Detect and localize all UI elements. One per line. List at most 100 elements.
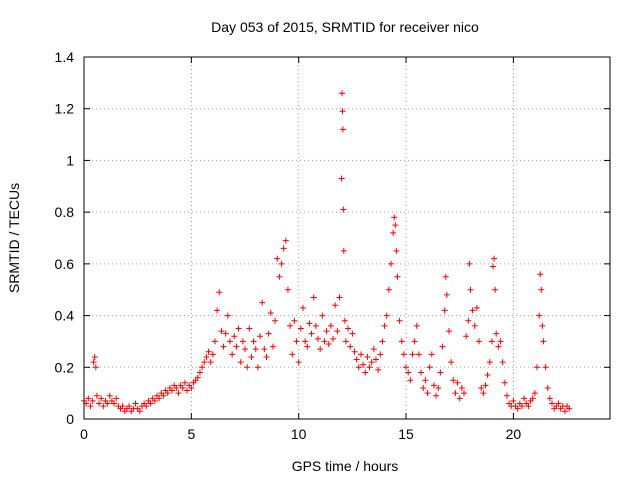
data-point-marker xyxy=(91,353,98,360)
y-tick-labels: 0 0.2 0.4 0.6 0.8 1 1.2 1.4 xyxy=(55,49,75,427)
x-tick-label: 15 xyxy=(398,426,414,442)
data-point-marker xyxy=(420,384,427,391)
data-point-marker xyxy=(132,400,139,407)
data-point-marker xyxy=(289,351,296,358)
data-point-marker xyxy=(308,330,315,337)
data-point-marker xyxy=(315,335,322,342)
data-point-marker xyxy=(218,328,225,335)
data-point-marker xyxy=(194,374,201,381)
data-point-marker xyxy=(319,312,326,319)
data-point-marker xyxy=(276,273,283,280)
data-point-marker xyxy=(325,341,332,348)
data-point-marker xyxy=(317,346,324,353)
data-point-marker xyxy=(89,397,96,404)
data-point-marker xyxy=(214,307,221,314)
chart-title: Day 053 of 2015, SRMTID for receiver nic… xyxy=(211,19,479,35)
data-point-marker xyxy=(220,343,227,350)
data-point-marker xyxy=(499,359,506,366)
data-point-marker xyxy=(340,247,347,254)
data-point-marker xyxy=(111,400,118,407)
data-point-marker xyxy=(503,392,510,399)
data-point-marker xyxy=(93,392,100,399)
data-point-marker xyxy=(375,366,382,373)
data-point-marker xyxy=(341,317,348,324)
data-points xyxy=(81,90,573,415)
y-tick-label: 0.6 xyxy=(55,256,75,272)
data-point-marker xyxy=(175,390,182,397)
data-point-marker xyxy=(211,338,218,345)
data-point-marker xyxy=(209,351,216,358)
data-point-marker xyxy=(454,379,461,386)
data-point-marker xyxy=(445,328,452,335)
data-point-marker xyxy=(566,405,573,412)
data-point-marker xyxy=(229,351,236,358)
grid-lines xyxy=(84,57,610,419)
data-point-marker xyxy=(381,322,388,329)
data-point-marker xyxy=(338,175,345,182)
data-point-marker xyxy=(529,395,536,402)
data-point-marker xyxy=(321,338,328,345)
data-point-marker xyxy=(355,364,362,371)
data-point-marker xyxy=(242,346,249,353)
data-point-marker xyxy=(443,291,450,298)
data-point-marker xyxy=(495,343,502,350)
data-point-marker xyxy=(278,260,285,267)
data-point-marker xyxy=(291,317,298,324)
data-point-marker xyxy=(435,384,442,391)
data-point-marker xyxy=(347,343,354,350)
x-axis-label: GPS time / hours xyxy=(292,458,399,474)
data-point-marker xyxy=(261,346,268,353)
x-tick-label: 20 xyxy=(506,426,522,442)
data-point-marker xyxy=(90,359,97,366)
data-point-marker xyxy=(339,126,346,133)
data-point-marker xyxy=(411,338,418,345)
data-point-marker xyxy=(407,377,414,384)
data-point-marker xyxy=(514,405,521,412)
data-point-marker xyxy=(205,348,212,355)
data-point-marker xyxy=(368,359,375,366)
data-point-marker xyxy=(85,395,92,402)
data-point-marker xyxy=(525,403,532,410)
data-point-marker xyxy=(456,395,463,402)
y-tick-label: 0 xyxy=(66,411,74,427)
data-point-marker xyxy=(119,403,126,410)
data-point-marker xyxy=(476,338,483,345)
data-point-marker xyxy=(357,351,364,358)
data-point-marker xyxy=(542,364,549,371)
data-point-marker xyxy=(544,384,551,391)
data-point-marker xyxy=(293,338,300,345)
data-point-marker xyxy=(531,390,538,397)
data-point-marker xyxy=(104,400,111,407)
data-point-marker xyxy=(323,328,330,335)
data-point-marker xyxy=(555,400,562,407)
data-point-marker xyxy=(439,343,446,350)
data-point-marker xyxy=(492,286,499,293)
data-point-marker xyxy=(424,390,431,397)
data-point-marker xyxy=(239,338,246,345)
data-point-marker xyxy=(394,273,401,280)
data-point-marker xyxy=(360,361,367,368)
y-tick-label: 0.4 xyxy=(55,308,75,324)
data-point-marker xyxy=(448,359,455,366)
data-point-marker xyxy=(491,255,498,262)
data-point-marker xyxy=(87,403,94,410)
data-point-marker xyxy=(413,322,420,329)
data-point-marker xyxy=(390,229,397,236)
data-point-marker xyxy=(391,214,398,221)
data-point-marker xyxy=(534,364,541,371)
data-point-marker xyxy=(422,377,429,384)
data-point-marker xyxy=(113,395,120,402)
data-point-marker xyxy=(100,403,107,410)
data-point-marker xyxy=(450,377,457,384)
data-point-marker xyxy=(353,356,360,363)
data-point-marker xyxy=(493,330,500,337)
data-point-marker xyxy=(340,206,347,213)
data-point-marker xyxy=(461,390,468,397)
data-point-marker xyxy=(106,392,113,399)
data-point-marker xyxy=(409,351,416,358)
data-point-marker xyxy=(426,364,433,371)
data-point-marker xyxy=(400,351,407,358)
data-point-marker xyxy=(540,338,547,345)
